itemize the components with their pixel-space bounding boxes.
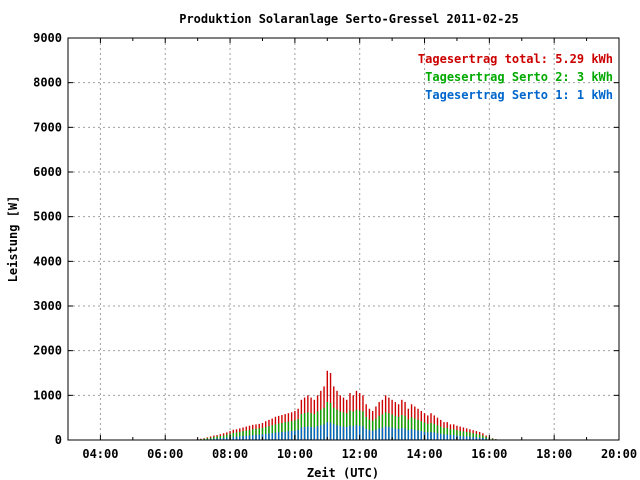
y-tick-label: 8000	[33, 76, 62, 90]
y-tick-label: 6000	[33, 165, 62, 179]
y-tick-label: 0	[55, 433, 62, 447]
x-axis: 04:00 06:00 08:00 10:00 12:00 14:00 16:00 18:00…	[67, 38, 637, 461]
grid	[68, 38, 619, 440]
x-axis-label: Zeit (UTC)	[307, 466, 379, 480]
x-tick-label: 12:00	[342, 447, 378, 461]
x-tick-label: 14:00	[406, 447, 442, 461]
legend: Tagesertrag total: 5.29 kWh Tagesertrag S…	[418, 52, 613, 102]
x-tick-label: 18:00	[536, 447, 572, 461]
y-axis-label: Leistung [W]	[6, 196, 20, 283]
legend-entry: Tagesertrag Serto 1: 1 kWh	[425, 88, 613, 102]
legend-entry: Tagesertrag Serto 2: 3 kWh	[425, 70, 613, 84]
y-tick-label: 3000	[33, 299, 62, 313]
y-tick-label: 1000	[33, 388, 62, 402]
x-tick-label: 10:00	[277, 447, 313, 461]
y-tick-label: 5000	[33, 210, 62, 224]
x-tick-label: 20:00	[601, 447, 637, 461]
chart-title: Produktion Solaranlage Serto-Gressel 201…	[179, 12, 519, 26]
y-tick-label: 2000	[33, 344, 62, 358]
legend-entry: Tagesertrag total: 5.29 kWh	[418, 52, 613, 66]
y-tick-label: 7000	[33, 120, 62, 134]
x-tick-label: 04:00	[82, 447, 118, 461]
y-tick-label: 4000	[33, 254, 62, 268]
plot-frame	[67, 37, 620, 441]
x-tick-label: 16:00	[471, 447, 507, 461]
x-tick-label: 08:00	[212, 447, 248, 461]
y-axis: 0 1000 2000 3000 4000 5000 6000 7000 8000 9000	[33, 31, 619, 447]
x-tick-label: 06:00	[147, 447, 183, 461]
bars	[196, 370, 504, 440]
y-tick-label: 9000	[33, 31, 62, 45]
